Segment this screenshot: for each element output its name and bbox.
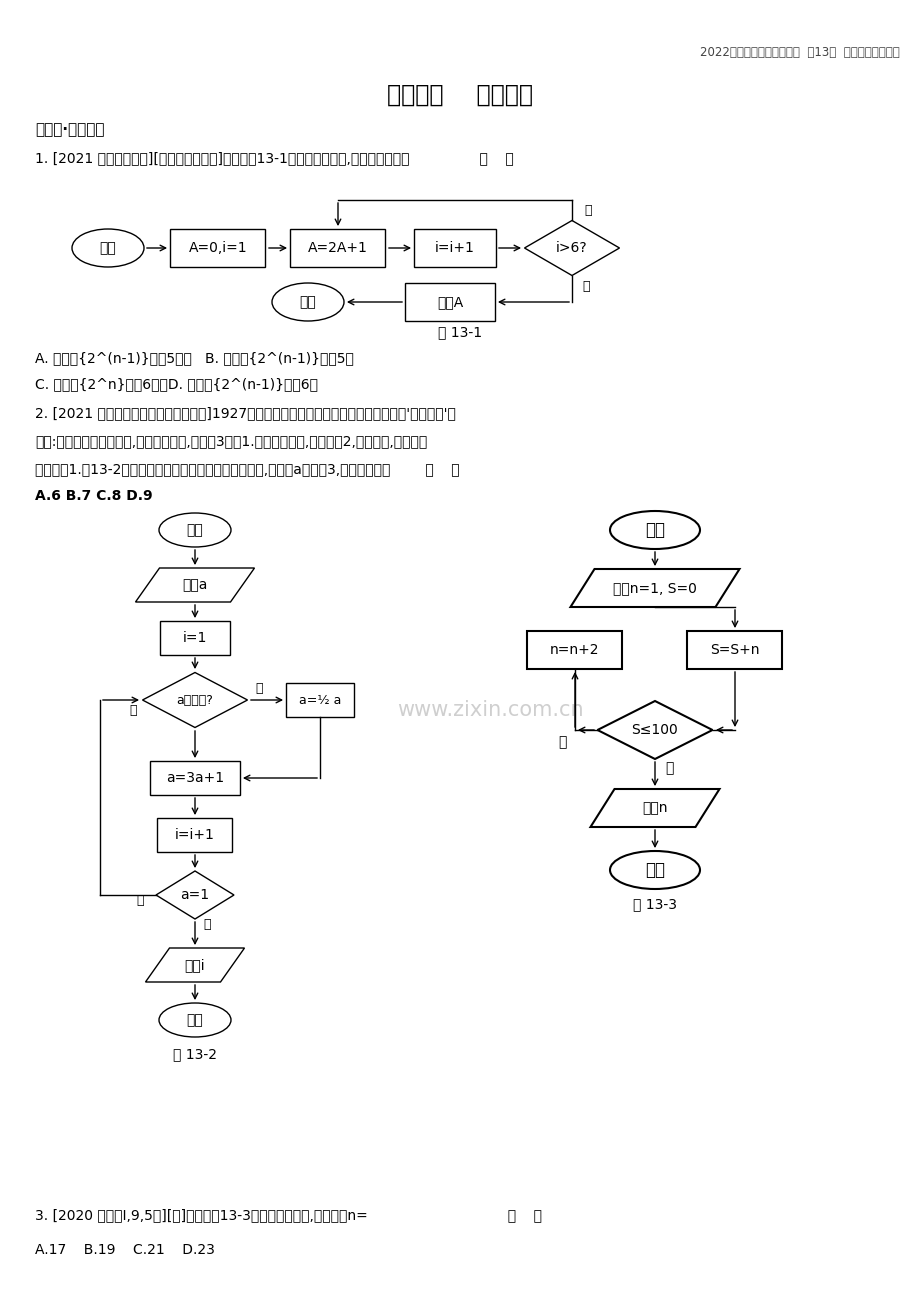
Text: 输入a: 输入a (182, 578, 208, 592)
Text: C. 求数列{2^n}的前6项和D. 求数列{2^(n-1)}的第6项: C. 求数列{2^n}的前6项和D. 求数列{2^(n-1)}的第6项 (35, 378, 318, 391)
Text: 输出i: 输出i (185, 958, 205, 973)
Polygon shape (156, 871, 233, 919)
Text: 否: 否 (664, 760, 673, 775)
Text: a是奇数?: a是奇数? (176, 694, 213, 707)
Ellipse shape (609, 510, 699, 549)
Text: 图 13-3: 图 13-3 (632, 897, 676, 911)
Text: 练好题·考点自测: 练好题·考点自测 (35, 122, 105, 138)
Text: 否: 否 (584, 203, 591, 216)
Text: i=i+1: i=i+1 (175, 828, 215, 842)
Text: 输出A: 输出A (437, 296, 462, 309)
Text: 1. [2021 江西宜春模拟][算法与数列交汇]阅读如图13-1所示的程序框图,该算法的功能是                （    ）: 1. [2021 江西宜春模拟][算法与数列交汇]阅读如图13-1所示的程序框图… (35, 151, 513, 165)
Text: a=½ a: a=½ a (299, 694, 341, 707)
Text: 是: 是 (203, 918, 210, 931)
Bar (290, 229, 385, 267)
Text: 是: 是 (558, 736, 566, 749)
Bar (170, 229, 266, 267)
Text: i=1: i=1 (183, 631, 207, 644)
Text: 2. [2021 河北衡水中学高三第一次联考]1927年德国汉堡大学的学生考拉兹提出一个关于'奇偶归一'的: 2. [2021 河北衡水中学高三第一次联考]1927年德国汉堡大学的学生考拉兹… (35, 406, 456, 421)
Text: i=i+1: i=i+1 (435, 241, 474, 255)
Ellipse shape (159, 513, 231, 547)
Polygon shape (596, 700, 711, 759)
Bar (160, 621, 230, 655)
Text: www.zixin.com.cn: www.zixin.com.cn (396, 700, 583, 720)
Polygon shape (524, 220, 618, 276)
Text: n=n+2: n=n+2 (550, 643, 599, 658)
Text: 图 13-2: 图 13-2 (173, 1047, 217, 1061)
Text: 是: 是 (582, 280, 589, 293)
Bar (414, 229, 495, 267)
Text: 图 13-1: 图 13-1 (437, 326, 482, 339)
Text: 开始: 开始 (187, 523, 203, 536)
Text: 2022版高考数学大一轮复习  第13章  算法初步备考试题: 2022版高考数学大一轮复习 第13章 算法初步备考试题 (699, 46, 899, 59)
Bar (527, 631, 622, 669)
Bar (686, 631, 782, 669)
Text: i>6?: i>6? (556, 241, 587, 255)
Text: 开始: 开始 (99, 241, 116, 255)
Text: 结束: 结束 (300, 296, 316, 309)
Text: 3. [2020 全国卷I,9,5分][文]执行如图13-3所示的程序框图,则输出的n=                                （   : 3. [2020 全国卷I,9,5分][文]执行如图13-3所示的程序框图,则输… (35, 1208, 541, 1223)
Text: 结束: 结束 (187, 1013, 203, 1027)
Text: 输出n: 输出n (641, 801, 667, 815)
Text: 第十三章    算法初步: 第十三章 算法初步 (387, 83, 532, 107)
Polygon shape (570, 569, 739, 607)
Text: A=2A+1: A=2A+1 (308, 241, 368, 255)
Text: A.17    B.19    C.21    D.23: A.17 B.19 C.21 D.23 (35, 1243, 215, 1256)
Bar (404, 283, 494, 322)
Bar (150, 760, 240, 796)
Text: 否: 否 (255, 681, 262, 694)
Text: S=S+n: S=S+n (709, 643, 759, 658)
Bar (286, 684, 354, 717)
Polygon shape (135, 568, 255, 602)
Text: 是: 是 (129, 703, 137, 716)
Ellipse shape (609, 852, 699, 889)
Polygon shape (145, 948, 244, 982)
Text: a=3a+1: a=3a+1 (165, 771, 224, 785)
Text: S≤100: S≤100 (631, 723, 677, 737)
Polygon shape (142, 673, 247, 728)
Ellipse shape (72, 229, 144, 267)
Text: 猜想:对于任意一个正整数,如果它是奇数,对它乘3再加1.如果它是偶数,对它除以2,这样循环,最终结果: 猜想:对于任意一个正整数,如果它是奇数,对它乘3再加1.如果它是偶数,对它除以2… (35, 434, 426, 448)
Bar (157, 818, 233, 852)
Text: 输入n=1, S=0: 输入n=1, S=0 (612, 581, 697, 595)
Text: a=1: a=1 (180, 888, 210, 902)
Text: A.6 B.7 C.8 D.9: A.6 B.7 C.8 D.9 (35, 490, 153, 503)
Text: A=0,i=1: A=0,i=1 (188, 241, 247, 255)
Text: 否: 否 (136, 893, 143, 906)
Ellipse shape (272, 283, 344, 322)
Text: 开始: 开始 (644, 521, 664, 539)
Text: 都能得到1.图13-2是根据考拉兹猜想设计的一个程序框图,若输入a的值为3,则输出结果为        （    ）: 都能得到1.图13-2是根据考拉兹猜想设计的一个程序框图,若输入a的值为3,则输… (35, 462, 460, 477)
Ellipse shape (159, 1003, 231, 1036)
Text: A. 求数列{2^(n-1)}的前5项和   B. 求数列{2^(n-1)}的第5项: A. 求数列{2^(n-1)}的前5项和 B. 求数列{2^(n-1)}的第5项 (35, 352, 354, 365)
Text: 结束: 结束 (644, 861, 664, 879)
Polygon shape (590, 789, 719, 827)
